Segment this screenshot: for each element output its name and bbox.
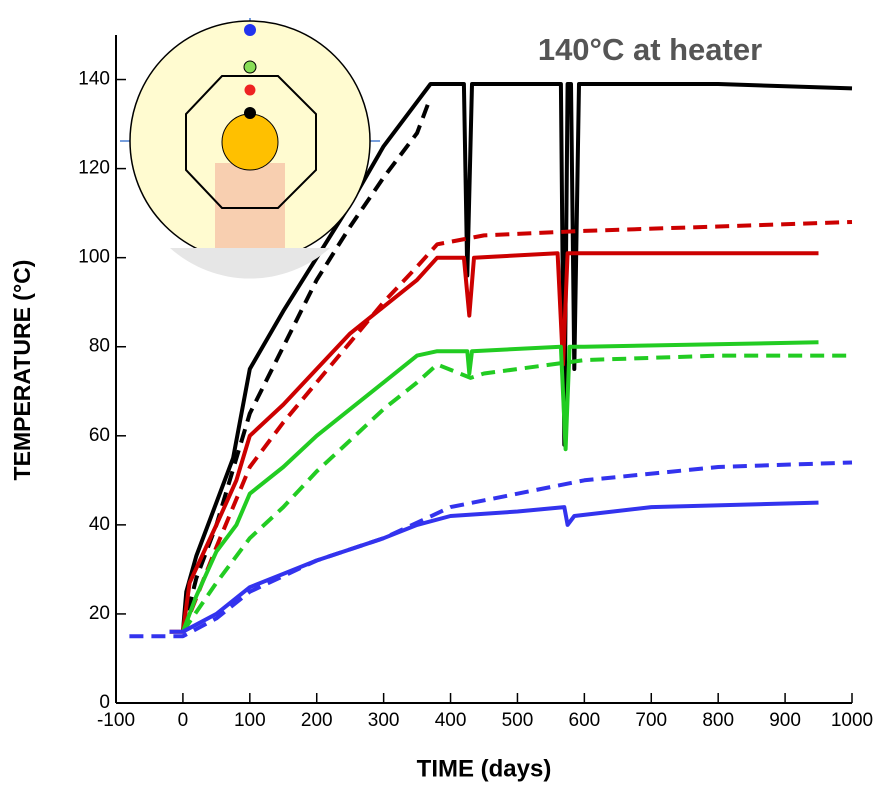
y-tick-label: 40 <box>89 514 110 535</box>
y-tick-label: 120 <box>78 158 110 179</box>
chart-title: 140°C at heater <box>538 32 762 67</box>
plot-area: -100 0 100 200 300 400 500 600 700 800 900 10000204… <box>78 35 873 731</box>
y-tick-label: 140 <box>78 69 110 90</box>
x-tick-label: 400 <box>435 710 467 731</box>
model-line <box>180 96 433 633</box>
heater <box>221 113 279 171</box>
y-tick-label: 0 <box>99 692 110 713</box>
y-tick-label: 60 <box>89 425 110 446</box>
floor <box>170 248 330 279</box>
y-tick-label: 80 <box>89 336 110 357</box>
y-tick-label: 100 <box>78 247 110 268</box>
model-line <box>181 220 853 633</box>
x-axis-label: TIME (days) <box>417 755 552 782</box>
pedestal <box>215 163 285 248</box>
model-line <box>181 353 852 633</box>
y-tick-label: 20 <box>89 603 110 624</box>
x-tick-label: 500 <box>502 710 534 731</box>
sensor-green <box>243 60 257 74</box>
y-axis-label: TEMPERATURE (°C) <box>9 260 35 481</box>
x-tick-label: 600 <box>569 710 601 731</box>
x-tick-label: 800 <box>702 710 734 731</box>
measured-line <box>181 340 819 633</box>
x-tick-label: 0 <box>178 710 189 731</box>
x-tick-label: 300 <box>368 710 400 731</box>
measured-line <box>180 82 853 632</box>
measured-line <box>169 500 819 634</box>
sensor-red <box>244 84 256 96</box>
x-tick-label: -100 <box>97 710 135 731</box>
sensor-blue <box>244 24 256 36</box>
x-tick-label: 900 <box>769 710 801 731</box>
inset-diagram <box>120 18 380 279</box>
x-tick-label: 700 <box>635 710 667 731</box>
x-tick-label: 100 <box>234 710 266 731</box>
tunnel <box>185 75 317 209</box>
x-tick-label: 200 <box>301 710 333 731</box>
sensor-black <box>244 107 256 119</box>
x-tick-label: 1000 <box>831 710 873 731</box>
model-line <box>129 460 853 639</box>
